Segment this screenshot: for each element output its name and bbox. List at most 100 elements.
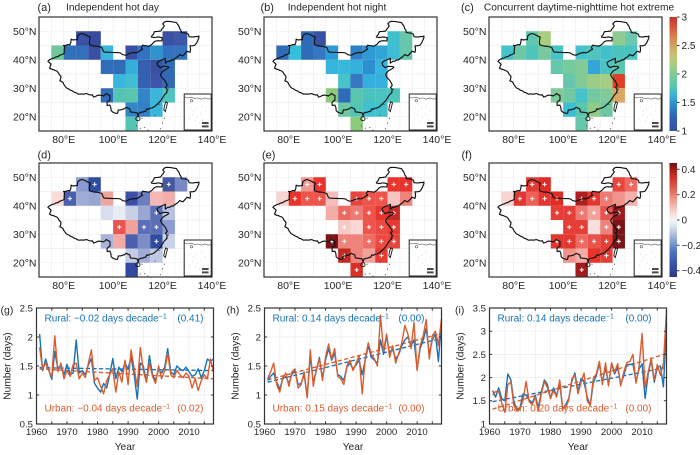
svg-text:100°E: 100°E <box>99 134 128 146</box>
svg-text:(0.00): (0.00) <box>625 404 651 415</box>
svg-text:2: 2 <box>682 70 688 81</box>
svg-text:1: 1 <box>481 419 486 430</box>
svg-text:1990: 1990 <box>345 427 366 438</box>
svg-text:30°N: 30°N <box>13 229 36 241</box>
svg-text:1980: 1980 <box>315 427 336 438</box>
svg-text:Year: Year <box>115 442 136 453</box>
svg-text:2: 2 <box>28 332 33 343</box>
svg-text:Number (days): Number (days) <box>3 332 14 399</box>
svg-text:(e): (e) <box>262 150 275 162</box>
svg-text:1: 1 <box>682 127 688 138</box>
svg-text:20°N: 20°N <box>238 112 261 124</box>
svg-text:50°N: 50°N <box>13 26 36 38</box>
svg-text:0.5: 0.5 <box>248 419 261 430</box>
svg-text:Rural: 0.14 days decade−1: Rural: 0.14 days decade−1 <box>273 314 389 325</box>
svg-text:2.5: 2.5 <box>248 303 261 314</box>
svg-text:20°N: 20°N <box>238 257 261 269</box>
svg-text:40°N: 40°N <box>463 200 486 212</box>
svg-text:Concurrent daytime-nighttime h: Concurrent daytime-nighttime hot extreme <box>484 3 675 14</box>
svg-text:2010: 2010 <box>178 427 199 438</box>
svg-text:20°N: 20°N <box>13 112 36 124</box>
svg-text:3: 3 <box>481 327 486 338</box>
svg-text:0.5: 0.5 <box>20 419 33 430</box>
svg-text:100°E: 100°E <box>324 280 353 292</box>
svg-text:1.5: 1.5 <box>473 396 486 407</box>
svg-text:(0.00): (0.00) <box>625 314 651 325</box>
svg-text:1960: 1960 <box>254 427 275 438</box>
svg-text:0.4: 0.4 <box>682 165 696 176</box>
svg-text:2.5: 2.5 <box>682 41 696 52</box>
svg-text:3: 3 <box>682 13 688 24</box>
svg-text:140°E: 140°E <box>648 134 677 146</box>
svg-text:(d): (d) <box>38 150 51 162</box>
svg-text:30°N: 30°N <box>13 83 36 95</box>
svg-text:80°E: 80°E <box>277 134 300 146</box>
svg-text:3.5: 3.5 <box>473 303 486 314</box>
svg-text:1: 1 <box>256 390 261 401</box>
svg-text:120°E: 120°E <box>598 134 627 146</box>
svg-text:30°N: 30°N <box>238 83 261 95</box>
svg-text:30°N: 30°N <box>463 83 486 95</box>
svg-text:50°N: 50°N <box>238 26 261 38</box>
svg-text:1.5: 1.5 <box>20 361 33 372</box>
svg-text:20°N: 20°N <box>463 112 486 124</box>
svg-text:140°E: 140°E <box>198 280 227 292</box>
svg-text:1.5: 1.5 <box>248 361 261 372</box>
svg-text:140°E: 140°E <box>423 280 452 292</box>
svg-text:Independent hot night: Independent hot night <box>288 3 387 14</box>
svg-text:1: 1 <box>28 390 33 401</box>
svg-text:0: 0 <box>682 216 688 227</box>
svg-text:2000: 2000 <box>601 427 622 438</box>
svg-text:1970: 1970 <box>509 427 530 438</box>
svg-text:80°E: 80°E <box>502 280 525 292</box>
svg-text:Urban: −0.04 days decade−1: Urban: −0.04 days decade−1 <box>45 404 171 415</box>
svg-text:80°E: 80°E <box>52 134 75 146</box>
svg-text:Rural: −0.02 days decade−1: Rural: −0.02 days decade−1 <box>45 314 167 325</box>
svg-text:120°E: 120°E <box>373 134 402 146</box>
svg-text:100°E: 100°E <box>324 134 353 146</box>
svg-text:50°N: 50°N <box>238 172 261 184</box>
svg-text:2000: 2000 <box>376 427 397 438</box>
svg-text:0.2: 0.2 <box>682 190 696 201</box>
svg-text:40°N: 40°N <box>238 55 261 67</box>
svg-text:(b): (b) <box>261 2 274 14</box>
svg-text:40°N: 40°N <box>463 55 486 67</box>
svg-text:120°E: 120°E <box>148 134 177 146</box>
svg-text:1990: 1990 <box>570 427 591 438</box>
svg-text:Urban: 0.15 days decade−1: Urban: 0.15 days decade−1 <box>273 404 393 415</box>
svg-text:120°E: 120°E <box>598 280 627 292</box>
svg-text:20°N: 20°N <box>13 257 36 269</box>
svg-text:120°E: 120°E <box>148 280 177 292</box>
svg-text:40°N: 40°N <box>238 200 261 212</box>
svg-text:2: 2 <box>481 373 486 384</box>
svg-text:Number (days): Number (days) <box>231 332 242 399</box>
svg-text:1980: 1980 <box>540 427 561 438</box>
svg-text:80°E: 80°E <box>502 134 525 146</box>
svg-text:80°E: 80°E <box>52 280 75 292</box>
svg-text:1970: 1970 <box>56 427 77 438</box>
svg-text:1.5: 1.5 <box>682 98 696 109</box>
svg-text:(c): (c) <box>461 2 474 14</box>
svg-text:(0.00): (0.00) <box>398 314 424 325</box>
svg-text:50°N: 50°N <box>13 172 36 184</box>
svg-text:(a): (a) <box>38 2 51 14</box>
svg-text:1960: 1960 <box>479 427 500 438</box>
svg-text:140°E: 140°E <box>648 280 677 292</box>
svg-text:100°E: 100°E <box>99 280 128 292</box>
svg-text:(0.41): (0.41) <box>177 314 203 325</box>
svg-text:20°N: 20°N <box>463 257 486 269</box>
svg-text:−0.4: −0.4 <box>682 266 700 277</box>
svg-text:50°N: 50°N <box>463 26 486 38</box>
svg-text:(0.02): (0.02) <box>177 404 203 415</box>
svg-text:2010: 2010 <box>406 427 427 438</box>
svg-text:Independent hot day: Independent hot day <box>66 3 160 14</box>
svg-text:(f): (f) <box>462 150 472 162</box>
svg-text:(i): (i) <box>455 305 464 317</box>
svg-text:Year: Year <box>343 442 364 453</box>
svg-text:2010: 2010 <box>631 427 652 438</box>
svg-text:140°E: 140°E <box>198 134 227 146</box>
svg-text:120°E: 120°E <box>373 280 402 292</box>
svg-text:40°N: 40°N <box>13 200 36 212</box>
svg-text:1980: 1980 <box>87 427 108 438</box>
svg-text:2.5: 2.5 <box>473 350 486 361</box>
